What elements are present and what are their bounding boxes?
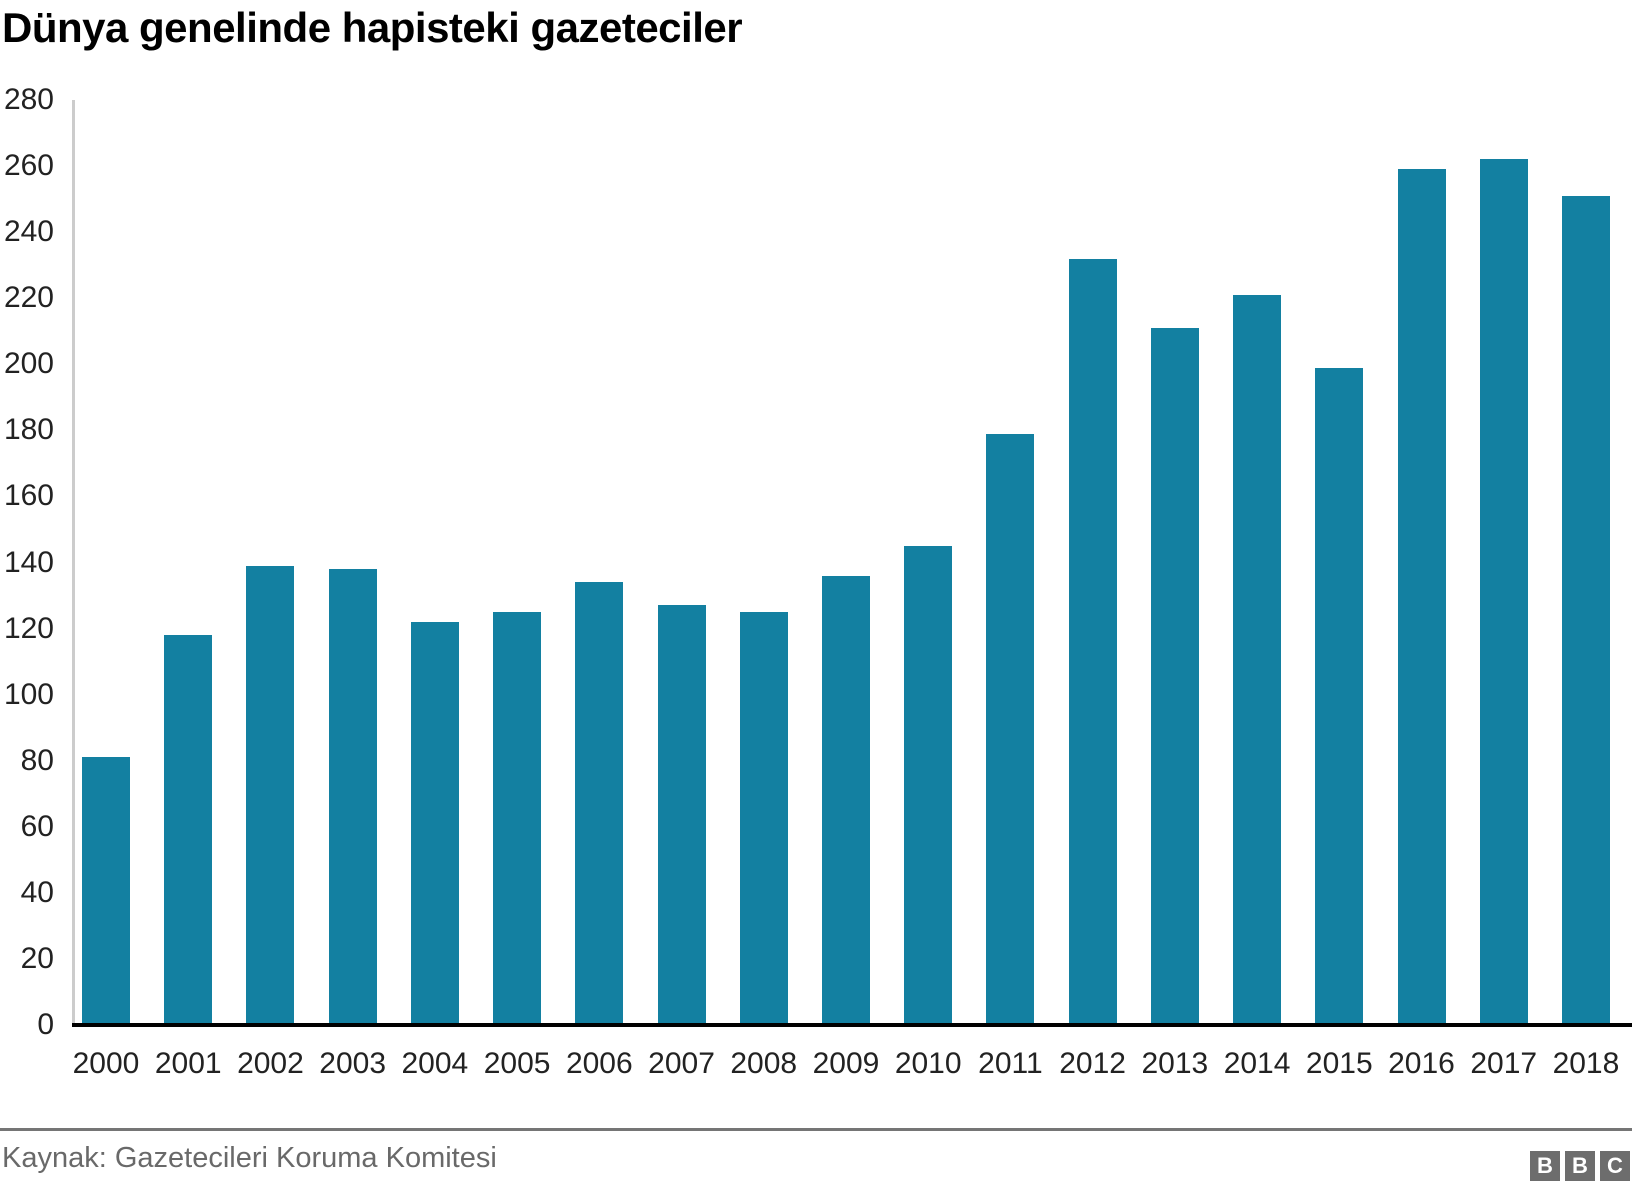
y-tick-label-240: 240 xyxy=(3,215,54,249)
footer-divider xyxy=(0,1128,1632,1131)
bar-2000 xyxy=(82,757,130,1025)
x-tick-label-2018: 2018 xyxy=(1552,1047,1620,1080)
bbc-logo-letter-2: B xyxy=(1565,1151,1595,1181)
bar-2002 xyxy=(246,565,295,1025)
x-tick-label-2001: 2001 xyxy=(154,1047,222,1080)
bar-slot-2004: 2004 xyxy=(402,100,468,1079)
bar-slot-2008: 2008 xyxy=(730,100,797,1079)
bbc-logo-letter-3: C xyxy=(1600,1151,1630,1181)
y-tick-label-120: 120 xyxy=(3,611,54,645)
bar-2006 xyxy=(575,582,624,1025)
bar-slot-2018: 2018 xyxy=(1553,100,1619,1079)
bar-slot-2015: 2015 xyxy=(1306,100,1373,1079)
y-tick-label-220: 220 xyxy=(3,281,54,315)
bar-slot-2003: 2003 xyxy=(319,100,386,1079)
bar-2011 xyxy=(986,433,1035,1025)
y-tick-label-180: 180 xyxy=(3,413,54,447)
bar-slot-2013: 2013 xyxy=(1141,100,1208,1079)
y-tick-label-20: 20 xyxy=(20,941,54,975)
plot-area: 2000 2001 2002 2003 2004 2005 2006 2007 2008 2009… xyxy=(72,100,1619,1079)
bar-2018 xyxy=(1561,195,1610,1025)
y-tick-label-200: 200 xyxy=(3,347,54,381)
bar-2014 xyxy=(1233,294,1282,1025)
bar-slot-2000: 2000 xyxy=(73,100,139,1079)
x-tick-label-2009: 2009 xyxy=(812,1047,880,1080)
bar-2007 xyxy=(657,605,706,1025)
x-tick-label-2000: 2000 xyxy=(72,1047,140,1080)
x-tick-label-2011: 2011 xyxy=(978,1047,1043,1080)
bar-2005 xyxy=(493,612,542,1025)
bar-slot-2017: 2017 xyxy=(1470,100,1537,1079)
x-tick-label-2008: 2008 xyxy=(730,1047,798,1080)
source-attribution: Kaynak: Gazetecileri Koruma Komitesi xyxy=(2,1142,497,1174)
bar-slot-2011: 2011 xyxy=(978,100,1043,1079)
chart-title: Dünya genelinde hapisteki gazeteciler xyxy=(2,4,743,51)
bar-2016 xyxy=(1397,169,1446,1025)
bar-slot-2016: 2016 xyxy=(1388,100,1455,1079)
x-tick-label-2014: 2014 xyxy=(1223,1047,1291,1080)
x-tick-label-2016: 2016 xyxy=(1388,1047,1455,1080)
bar-2009 xyxy=(821,575,870,1025)
x-tick-label-2007: 2007 xyxy=(648,1047,715,1080)
y-tick-label-260: 260 xyxy=(3,149,54,183)
y-tick-label-0: 0 xyxy=(37,1008,54,1041)
x-tick-label-2004: 2004 xyxy=(401,1047,469,1080)
bar-slot-2012: 2012 xyxy=(1059,100,1126,1079)
y-tick-label-40: 40 xyxy=(20,875,54,909)
y-tick-label-60: 60 xyxy=(20,809,54,843)
x-tick-label-2013: 2013 xyxy=(1141,1047,1209,1080)
bar-2008 xyxy=(739,612,788,1025)
bar-2003 xyxy=(328,569,377,1025)
bar-2013 xyxy=(1150,327,1199,1025)
bar-2015 xyxy=(1315,367,1364,1025)
bar-slot-2002: 2002 xyxy=(237,100,304,1079)
bar-slot-2005: 2005 xyxy=(484,100,550,1079)
y-tick-label-160: 160 xyxy=(3,479,54,513)
x-tick-label-2006: 2006 xyxy=(565,1047,633,1080)
bar-slot-2009: 2009 xyxy=(813,100,879,1079)
x-tick-label-2003: 2003 xyxy=(319,1047,387,1080)
bar-slot-2001: 2001 xyxy=(155,100,222,1079)
y-tick-label-100: 100 xyxy=(3,677,54,711)
bbc-logo-letter-1: B xyxy=(1530,1151,1560,1181)
bar-slot-2010: 2010 xyxy=(895,100,962,1079)
bar-2017 xyxy=(1479,159,1528,1025)
y-tick-label-140: 140 xyxy=(3,545,54,579)
bar-2001 xyxy=(164,635,213,1025)
x-axis-line xyxy=(72,1023,1632,1027)
bar-slot-2014: 2014 xyxy=(1224,100,1290,1079)
x-tick-label-2017: 2017 xyxy=(1470,1047,1538,1080)
x-tick-label-2012: 2012 xyxy=(1059,1047,1126,1080)
x-tick-label-2005: 2005 xyxy=(483,1047,551,1080)
x-tick-label-2010: 2010 xyxy=(894,1047,962,1080)
bar-2004 xyxy=(410,621,459,1025)
x-tick-label-2002: 2002 xyxy=(237,1047,304,1080)
bar-2012 xyxy=(1068,258,1117,1025)
x-tick-label-2015: 2015 xyxy=(1305,1047,1373,1080)
y-tick-label-80: 80 xyxy=(20,743,54,777)
bar-2010 xyxy=(904,545,953,1025)
bar-slot-2007: 2007 xyxy=(648,100,715,1079)
y-tick-label-280: 280 xyxy=(3,83,54,116)
bar-slot-2006: 2006 xyxy=(566,100,633,1079)
